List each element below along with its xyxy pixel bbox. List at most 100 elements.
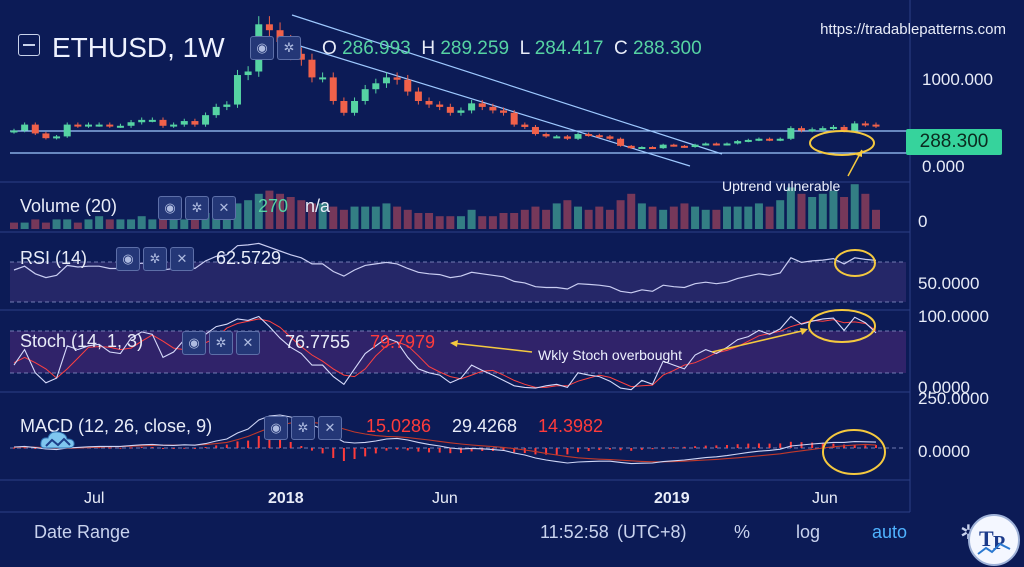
macd-histogram-bar bbox=[385, 448, 388, 451]
gear-icon[interactable]: ✲ bbox=[143, 247, 167, 271]
volume-bar bbox=[137, 216, 146, 229]
auto-scale-button[interactable]: auto bbox=[872, 522, 908, 542]
macd-histogram-bar bbox=[704, 445, 707, 448]
x-tick-jun-2018: Jun bbox=[432, 490, 458, 507]
rsi-controls[interactable]: ◉ ✲ ✕ bbox=[116, 247, 194, 271]
price-candle bbox=[446, 106, 454, 113]
close-icon[interactable]: ✕ bbox=[318, 416, 342, 440]
gear-icon[interactable]: ✲ bbox=[209, 331, 233, 355]
gear-icon[interactable]: ✲ bbox=[291, 416, 315, 440]
volume-bar bbox=[648, 206, 657, 229]
price-candle bbox=[563, 136, 571, 139]
macd-histogram-bar bbox=[459, 448, 462, 453]
stoch-controls[interactable]: ◉ ✲ ✕ bbox=[182, 331, 260, 355]
macd-histogram-bar bbox=[608, 448, 611, 450]
x-tick-jul: Jul bbox=[84, 490, 105, 507]
macd-histogram-bar bbox=[651, 448, 654, 450]
volume-bar bbox=[63, 219, 72, 229]
stoch-k-line bbox=[13, 315, 877, 391]
volume-controls[interactable]: ◉ ✲ ✕ bbox=[158, 196, 236, 220]
timezone-button[interactable]: (UTC+8) bbox=[617, 522, 687, 542]
percent-scale-button[interactable]: % bbox=[734, 522, 751, 542]
price-candle bbox=[191, 121, 199, 125]
macd-histogram-bar bbox=[417, 448, 420, 452]
close-value: 288.300 bbox=[633, 38, 702, 59]
macd-histogram-bar bbox=[140, 447, 143, 448]
volume-bar bbox=[680, 203, 689, 229]
gear-icon[interactable]: ✲ bbox=[277, 36, 301, 60]
close-icon[interactable]: ✕ bbox=[170, 247, 194, 271]
volume-bar bbox=[329, 206, 338, 229]
price-candle bbox=[819, 128, 827, 131]
volume-bar bbox=[201, 213, 210, 229]
stoch-arrow-left-head bbox=[450, 340, 458, 347]
volume-bar bbox=[95, 216, 104, 229]
macd-histogram-bar bbox=[151, 447, 154, 448]
close-icon[interactable]: ✕ bbox=[236, 331, 260, 355]
date-range-button[interactable]: Date Range bbox=[34, 522, 131, 542]
volume-bar bbox=[435, 216, 444, 229]
macd-histogram-bar bbox=[321, 448, 324, 454]
price-candle bbox=[595, 135, 603, 138]
eye-icon[interactable]: ◉ bbox=[182, 331, 206, 355]
macd-histogram-bar bbox=[619, 448, 622, 451]
macd-histogram-bar bbox=[513, 448, 516, 453]
price-axis-top: 1000.000 bbox=[922, 70, 993, 89]
downtrend-line-upper bbox=[291, 14, 723, 155]
macd-histogram-bar bbox=[23, 447, 26, 449]
eye-icon[interactable]: ◉ bbox=[264, 416, 288, 440]
macd-histogram-bar bbox=[130, 447, 133, 449]
volume-bar bbox=[31, 219, 40, 229]
price-candle bbox=[297, 53, 305, 60]
price-candle bbox=[244, 71, 252, 76]
macd-histogram-bar bbox=[279, 438, 282, 448]
price-candle bbox=[840, 126, 848, 131]
macd-histogram-bar bbox=[672, 447, 675, 449]
volume-bar bbox=[776, 200, 785, 229]
volume-bar bbox=[276, 193, 285, 229]
macd-hist-value: 15.0286 bbox=[366, 416, 432, 436]
volume-bar bbox=[733, 206, 742, 229]
volume-bar bbox=[701, 209, 710, 229]
highlight-rsi bbox=[834, 249, 876, 277]
macd-histogram-bar bbox=[598, 448, 601, 450]
macd-histogram-bar bbox=[832, 443, 835, 448]
macd-signal-value: 14.3982 bbox=[538, 416, 604, 436]
macd-histogram-bar bbox=[811, 442, 814, 448]
price-candle bbox=[861, 123, 869, 126]
log-scale-button[interactable]: log bbox=[796, 522, 821, 542]
price-candle bbox=[574, 134, 582, 139]
eye-icon[interactable]: ◉ bbox=[116, 247, 140, 271]
low-value: 284.417 bbox=[534, 38, 604, 59]
volume-bar bbox=[563, 200, 572, 229]
macd-histogram-bar bbox=[853, 444, 856, 448]
price-candle bbox=[776, 138, 784, 141]
price-candle bbox=[542, 134, 550, 137]
macd-controls[interactable]: ◉ ✲ ✕ bbox=[264, 416, 342, 440]
eye-icon[interactable]: ◉ bbox=[158, 196, 182, 220]
volume-bar bbox=[105, 219, 114, 229]
volume-bar bbox=[723, 206, 732, 229]
volume-bar bbox=[414, 213, 423, 229]
main-pane-controls[interactable]: ◉ ✲ bbox=[250, 36, 301, 60]
macd-histogram-bar bbox=[428, 448, 431, 453]
gear-icon[interactable]: ✲ bbox=[185, 196, 209, 220]
close-icon[interactable]: ✕ bbox=[212, 196, 236, 220]
price-candle bbox=[308, 59, 316, 78]
eye-icon[interactable]: ◉ bbox=[250, 36, 274, 60]
macd-histogram-bar bbox=[640, 448, 643, 450]
volume-bar bbox=[116, 219, 125, 229]
volume-bar bbox=[627, 193, 636, 229]
volume-bar bbox=[169, 216, 178, 229]
uptrend-annotation: Uptrend vulnerable bbox=[722, 178, 841, 194]
price-candle bbox=[606, 136, 614, 139]
menu-icon[interactable] bbox=[18, 34, 40, 56]
open-label: O bbox=[322, 38, 337, 59]
x-tick-2019: 2019 bbox=[654, 490, 690, 507]
macd-histogram-bar bbox=[374, 448, 377, 454]
macd-histogram-bar bbox=[438, 448, 441, 453]
price-candle bbox=[617, 138, 625, 146]
price-candle bbox=[510, 112, 518, 125]
price-candle bbox=[382, 77, 390, 84]
volume-bar bbox=[659, 209, 668, 229]
